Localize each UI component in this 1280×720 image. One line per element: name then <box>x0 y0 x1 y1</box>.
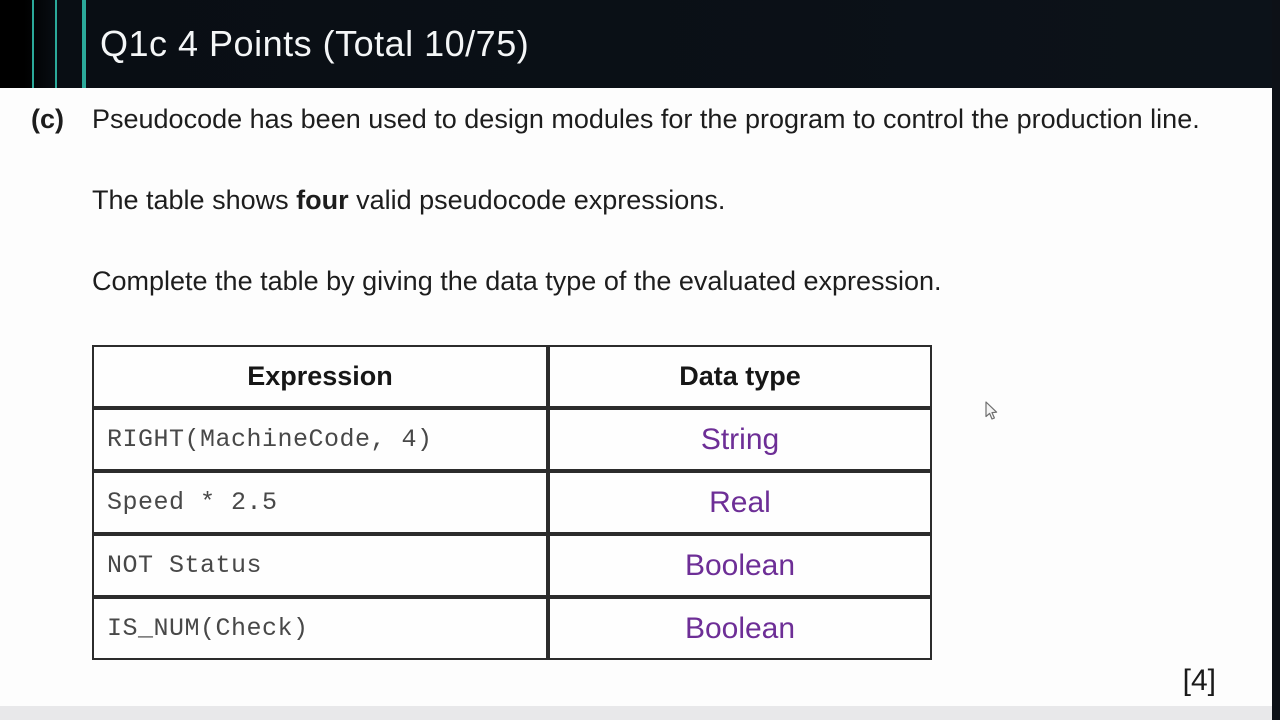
question-part-label: (c) <box>31 104 64 134</box>
question-line-3: Complete the table by giving the data ty… <box>92 266 942 296</box>
answer-cell: String <box>548 408 932 471</box>
question-line-2-prefix: The table shows <box>92 185 297 215</box>
column-header-data-type: Data type <box>548 345 932 408</box>
table-row: Speed * 2.5 Real <box>92 471 932 534</box>
question-line-2-suffix: valid pseudocode expressions. <box>348 185 726 215</box>
expression-cell: IS_NUM(Check) <box>92 597 548 660</box>
mouse-pointer-icon <box>985 401 998 420</box>
table-header-row: Expression Data type <box>92 345 932 408</box>
table-row: RIGHT(MachineCode, 4) String <box>92 408 932 471</box>
question-line-2: The table shows four valid pseudocode ex… <box>92 185 1232 216</box>
accent-line-1 <box>32 0 34 88</box>
table-row: NOT Status Boolean <box>92 534 932 597</box>
table-row: IS_NUM(Check) Boolean <box>92 597 932 660</box>
right-edge-strip <box>1272 0 1280 720</box>
question-line-1: Pseudocode has been used to design modul… <box>92 104 1200 134</box>
slide-title: Q1c 4 Points (Total 10/75) <box>100 23 530 64</box>
bottom-edge-strip <box>0 706 1272 720</box>
accent-line-3 <box>82 0 86 88</box>
expression-cell: RIGHT(MachineCode, 4) <box>92 408 548 471</box>
answer-cell: Boolean <box>548 534 932 597</box>
answer-cell: Real <box>548 471 932 534</box>
expression-cell: NOT Status <box>92 534 548 597</box>
marks-allocation: [4] <box>1182 664 1216 697</box>
answer-cell: Boolean <box>548 597 932 660</box>
expression-cell: Speed * 2.5 <box>92 471 548 534</box>
expression-table: Expression Data type RIGHT(MachineCode, … <box>92 345 932 660</box>
question-line-2-bold-word: four <box>296 185 349 215</box>
slide-header-bar: Q1c 4 Points (Total 10/75) <box>0 0 1272 88</box>
accent-line-2 <box>55 0 57 88</box>
column-header-expression: Expression <box>92 345 548 408</box>
